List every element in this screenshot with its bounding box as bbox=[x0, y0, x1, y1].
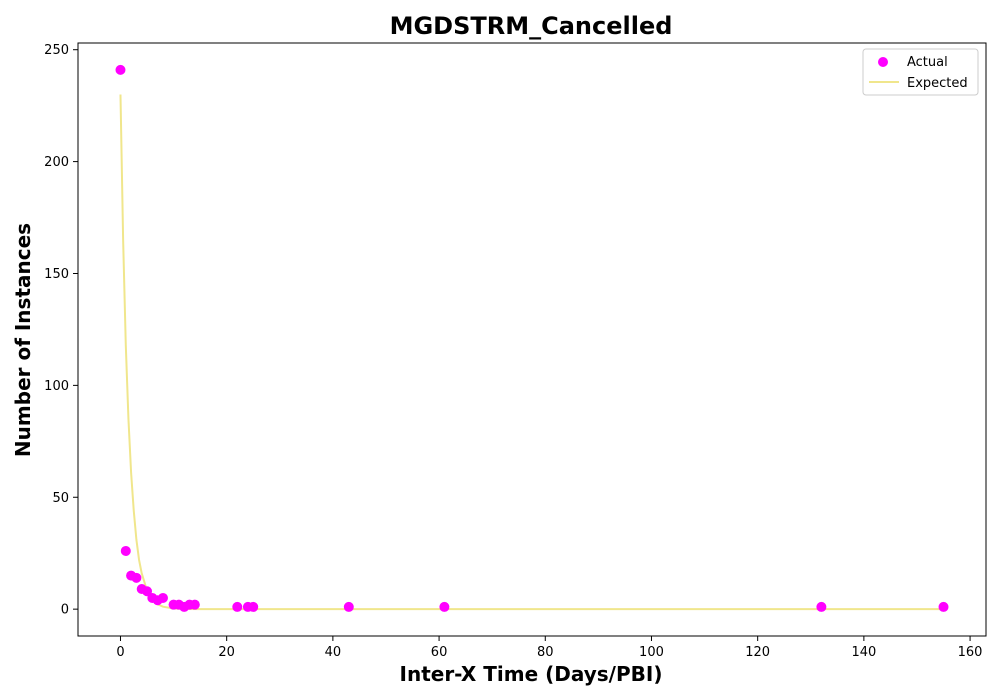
x-tick-label: 0 bbox=[116, 645, 124, 660]
actual-point bbox=[439, 601, 450, 612]
legend: Actual Expected bbox=[862, 48, 979, 96]
legend-actual-marker bbox=[878, 57, 888, 67]
x-tick-label: 160 bbox=[958, 645, 983, 660]
actual-point bbox=[142, 586, 153, 597]
y-tick-label: 50 bbox=[52, 491, 69, 506]
actual-point bbox=[232, 601, 243, 612]
plot-area bbox=[77, 42, 987, 637]
actual-point bbox=[157, 592, 168, 603]
actual-point bbox=[248, 601, 259, 612]
x-tick-label: 40 bbox=[325, 645, 342, 660]
x-tick-label: 80 bbox=[537, 645, 554, 660]
x-tick-label: 100 bbox=[639, 645, 664, 660]
x-tick-label: 140 bbox=[851, 645, 876, 660]
actual-point bbox=[115, 64, 126, 75]
actual-point bbox=[343, 601, 354, 612]
actual-point bbox=[816, 601, 827, 612]
legend-actual-label: Actual bbox=[907, 55, 948, 70]
legend-box bbox=[862, 48, 979, 96]
x-tick-label: 20 bbox=[218, 645, 235, 660]
actual-point bbox=[938, 601, 949, 612]
y-tick-label: 200 bbox=[44, 155, 69, 170]
y-axis: 0 50 100 150 200 250 bbox=[44, 43, 78, 618]
x-tick-label: 120 bbox=[745, 645, 770, 660]
actual-point bbox=[189, 599, 200, 610]
x-tick-label: 60 bbox=[431, 645, 448, 660]
legend-expected-label: Expected bbox=[907, 76, 968, 91]
actual-point bbox=[131, 572, 142, 583]
x-axis-label: Inter-X Time (Days/PBI) bbox=[400, 662, 663, 686]
chart-title: MGDSTRM_Cancelled bbox=[390, 12, 673, 40]
y-axis-label: Number of Instances bbox=[11, 223, 35, 457]
expected-line bbox=[119, 94, 944, 611]
series-layer bbox=[115, 64, 949, 612]
x-axis: 0 20 40 60 80 100 120 140 160 bbox=[116, 636, 982, 660]
y-tick-label: 150 bbox=[44, 267, 69, 282]
y-tick-label: 100 bbox=[44, 379, 69, 394]
y-tick-label: 250 bbox=[44, 43, 69, 58]
actual-point bbox=[120, 545, 131, 556]
y-tick-label: 0 bbox=[61, 603, 69, 618]
